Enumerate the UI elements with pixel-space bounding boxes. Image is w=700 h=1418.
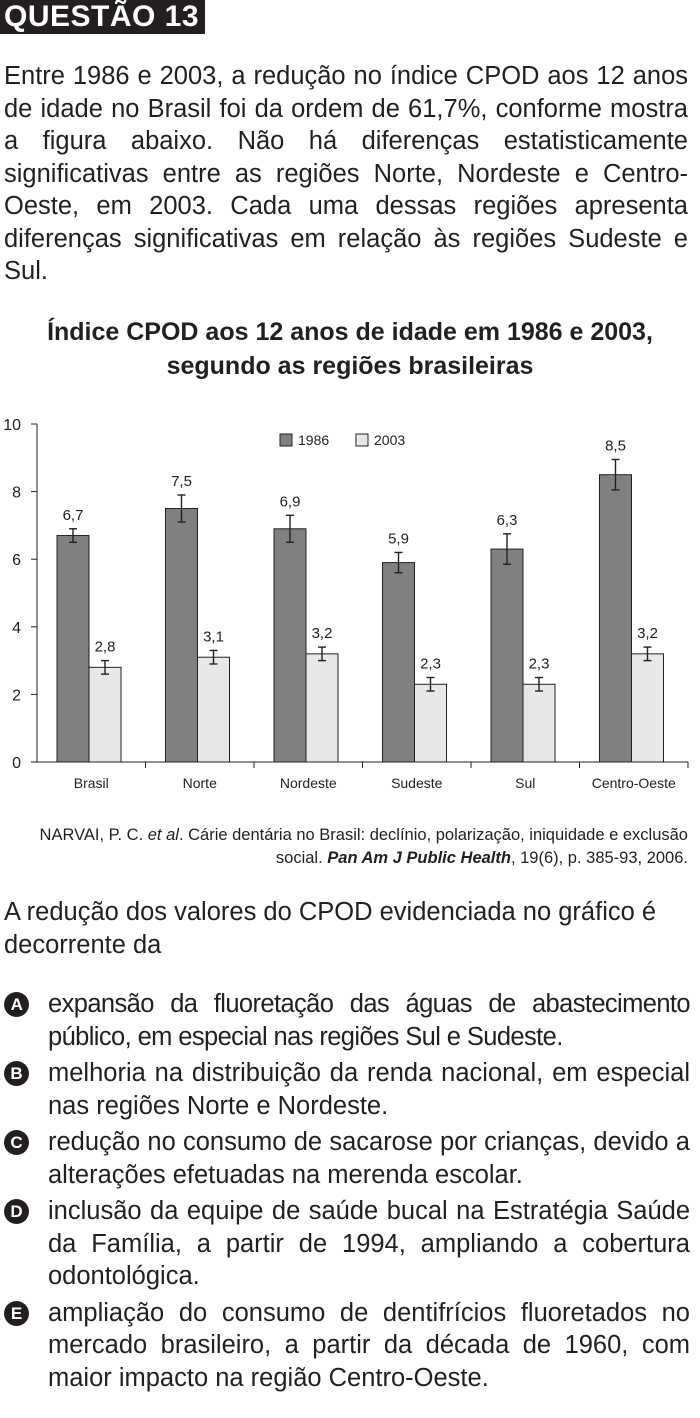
y-tick-label-1: 2 bbox=[12, 687, 21, 704]
legend-label-1986: 1986 bbox=[298, 432, 329, 448]
option-e-text: ampliação do consumo de dentifrícios flu… bbox=[48, 1298, 690, 1392]
option-a-text: expansão da fluoretação das águas de aba… bbox=[48, 990, 691, 1051]
bar-1986-3 bbox=[382, 562, 415, 763]
bar-2003-2 bbox=[305, 653, 339, 763]
chart-title: Índice CPOD aos 12 anos de idade em 1986… bbox=[0, 315, 700, 383]
answer-options: A expansão da fluoretação das águas de a… bbox=[4, 988, 691, 1398]
bar-1986-2 bbox=[273, 528, 307, 763]
option-c-text: redução no consumo de sacarose por crian… bbox=[48, 1128, 690, 1189]
bar-1986-5 bbox=[599, 474, 632, 763]
question-number: QUESTÃO 13 bbox=[0, 0, 206, 34]
y-tick-label-0: 0 bbox=[12, 755, 21, 772]
intro-paragraph: Entre 1986 e 2003, a redução no índice C… bbox=[4, 62, 688, 285]
option-a[interactable]: A expansão da fluoretação das águas de a… bbox=[4, 988, 691, 1053]
legend-label-2003: 2003 bbox=[374, 432, 405, 448]
bar-1986-0 bbox=[56, 535, 90, 763]
source-etal: et al bbox=[147, 826, 179, 844]
bar-1986-1 bbox=[165, 508, 198, 763]
data-label-1986-2: 6,9 bbox=[280, 493, 301, 510]
legend-swatch-1986 bbox=[279, 433, 293, 447]
chart-title-line2: segundo as regiões brasileiras bbox=[166, 352, 534, 380]
y-tick-label-4: 8 bbox=[12, 485, 21, 502]
y-tick-label-3: 6 bbox=[12, 552, 21, 569]
bar-chart: 0 2 4 6 8 10 Brasil 6,7 2,8 Norte 7,5 3,1 Nordeste 6,… bbox=[3, 417, 689, 791]
source-journal: Pan Am J Public Health bbox=[327, 849, 511, 867]
bar-2003-3 bbox=[414, 683, 447, 763]
x-tick-label-3: Sudeste bbox=[391, 775, 443, 791]
option-d[interactable]: D inclusão da equipe de saúde bucal na E… bbox=[4, 1195, 690, 1293]
chart-title-line1: Índice CPOD aos 12 anos de idade em 1986… bbox=[47, 318, 653, 346]
option-e-letter-icon: E bbox=[4, 1300, 29, 1326]
data-label-1986-1: 7,5 bbox=[171, 473, 192, 490]
bar-2003-4 bbox=[522, 683, 556, 763]
data-label-2003-5: 3,2 bbox=[637, 625, 658, 642]
option-b[interactable]: B melhoria na distribuição da renda naci… bbox=[4, 1057, 690, 1122]
x-tick-label-5: Centro-Oeste bbox=[592, 775, 676, 791]
data-label-2003-0: 2,8 bbox=[95, 639, 116, 656]
bar-1986-4 bbox=[490, 548, 524, 763]
bar-2003-1 bbox=[197, 656, 230, 763]
option-c[interactable]: C redução no consumo de sacarose por cri… bbox=[4, 1126, 690, 1191]
y-tick-label-2: 4 bbox=[12, 620, 21, 637]
data-label-2003-4: 2,3 bbox=[529, 656, 550, 673]
option-d-text: inclusão da equipe de saúde bucal na Est… bbox=[48, 1197, 690, 1290]
source-text2: , 19(6), p. 385-93, 2006. bbox=[510, 849, 688, 867]
data-label-1986-5: 8,5 bbox=[605, 437, 626, 454]
option-e[interactable]: E ampliação do consumo de dentifrícios f… bbox=[4, 1297, 690, 1395]
x-tick-label-0: Brasil bbox=[74, 775, 109, 791]
option-a-letter-icon: A bbox=[4, 992, 29, 1017]
y-tick-label-5: 10 bbox=[3, 417, 21, 434]
option-b-letter-icon: B bbox=[4, 1061, 29, 1086]
source-text1: . Cárie dentária no Brasil: declínio, po… bbox=[178, 826, 688, 867]
x-tick-label-1: Norte bbox=[183, 775, 217, 791]
question-stem: A redução dos valores do CPOD evidenciad… bbox=[4, 898, 657, 959]
data-label-1986-3: 5,9 bbox=[388, 530, 409, 547]
legend-swatch-2003 bbox=[355, 433, 369, 447]
data-label-2003-3: 2,3 bbox=[420, 656, 441, 673]
option-d-letter-icon: D bbox=[4, 1199, 29, 1224]
data-label-2003-2: 3,2 bbox=[312, 625, 333, 642]
x-tick-label-2: Nordeste bbox=[280, 775, 337, 791]
bar-2003-0 bbox=[88, 666, 122, 763]
x-tick-label-4: Sul bbox=[515, 775, 535, 791]
bar-2003-5 bbox=[631, 653, 664, 763]
data-label-1986-0: 6,7 bbox=[63, 507, 84, 524]
data-label-2003-1: 3,1 bbox=[203, 628, 224, 645]
source-authors: NARVAI, P. C. bbox=[39, 826, 148, 844]
option-c-letter-icon: C bbox=[4, 1130, 29, 1155]
source-citation: NARVAI, P. C. et al. Cárie dentária no B… bbox=[0, 824, 688, 870]
data-label-1986-4: 6,3 bbox=[497, 512, 518, 529]
option-b-text: melhoria na distribuição da renda nacion… bbox=[48, 1059, 690, 1120]
